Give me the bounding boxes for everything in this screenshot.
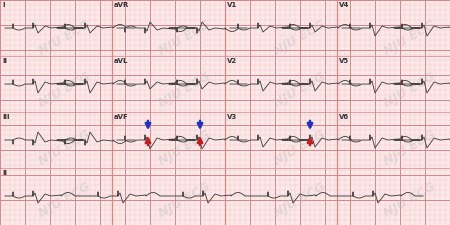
Text: NJU ECG: NJU ECG <box>157 70 213 110</box>
Text: V2: V2 <box>227 58 237 64</box>
Text: aVR: aVR <box>114 2 130 8</box>
Text: V3: V3 <box>227 114 237 120</box>
Text: NJU ECG: NJU ECG <box>382 70 438 110</box>
Text: NJU ECG: NJU ECG <box>37 128 93 168</box>
Text: NJU ECG: NJU ECG <box>157 180 213 220</box>
Text: III: III <box>2 114 9 120</box>
Text: NJU ECG: NJU ECG <box>37 18 93 58</box>
Text: II: II <box>2 170 7 176</box>
Text: NJU ECG: NJU ECG <box>272 128 328 168</box>
Text: NJU ECG: NJU ECG <box>157 128 213 168</box>
Text: II: II <box>2 58 7 64</box>
Text: V4: V4 <box>339 2 349 8</box>
Text: V1: V1 <box>227 2 237 8</box>
Text: NJU ECG: NJU ECG <box>37 180 93 220</box>
Text: NJU ECG: NJU ECG <box>157 18 213 58</box>
Text: aVF: aVF <box>114 114 129 120</box>
Text: NJU ECG: NJU ECG <box>382 128 438 168</box>
Text: NJU ECG: NJU ECG <box>272 18 328 58</box>
Text: V6: V6 <box>339 114 349 120</box>
Text: V5: V5 <box>339 58 349 64</box>
Text: aVL: aVL <box>114 58 128 64</box>
Text: NJU ECG: NJU ECG <box>37 70 93 110</box>
Text: NJU ECG: NJU ECG <box>382 180 438 220</box>
Text: NJU ECG: NJU ECG <box>382 18 438 58</box>
Text: NJU ECG: NJU ECG <box>272 70 328 110</box>
Text: NJU ECG: NJU ECG <box>272 180 328 220</box>
Text: I: I <box>2 2 4 8</box>
